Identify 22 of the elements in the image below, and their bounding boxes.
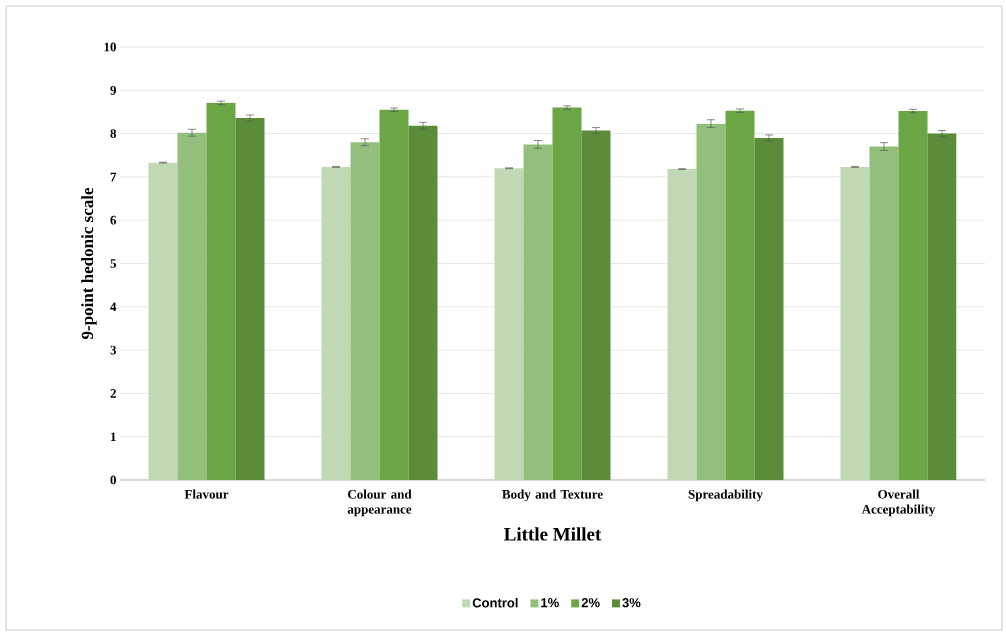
y-tick-label: 10 [104, 42, 116, 52]
y-tick-label: 8 [110, 129, 117, 138]
x-axis-title: Little Millet [504, 527, 602, 541]
y-tick-label: 2 [110, 389, 116, 398]
legend-label: 3% [622, 598, 641, 608]
y-tick-label: 6 [110, 215, 117, 225]
legend-label: Control [472, 597, 518, 608]
x-tick-label: Colour and appearance [347, 489, 412, 517]
y-tick-label: 9 [110, 85, 117, 95]
y-axis-title: 9-point hedonic scale [81, 187, 97, 340]
y-tick-label: 3 [110, 345, 117, 355]
legend-label: 2% [581, 598, 600, 608]
y-tick-label: 4 [110, 302, 117, 312]
x-tick-label: Overall Acceptability [861, 489, 936, 517]
y-tick-label: 5 [110, 259, 116, 268]
x-tick-label: Body and Texture [502, 489, 603, 502]
legend-label: 1% [541, 598, 559, 608]
x-tick-label: Spreadability [688, 489, 763, 502]
y-tick-label: 7 [110, 172, 117, 182]
y-tick-label: 1 [111, 432, 116, 441]
y-tick-label: 0 [110, 475, 116, 485]
x-tick-label: Flavour [184, 489, 229, 499]
